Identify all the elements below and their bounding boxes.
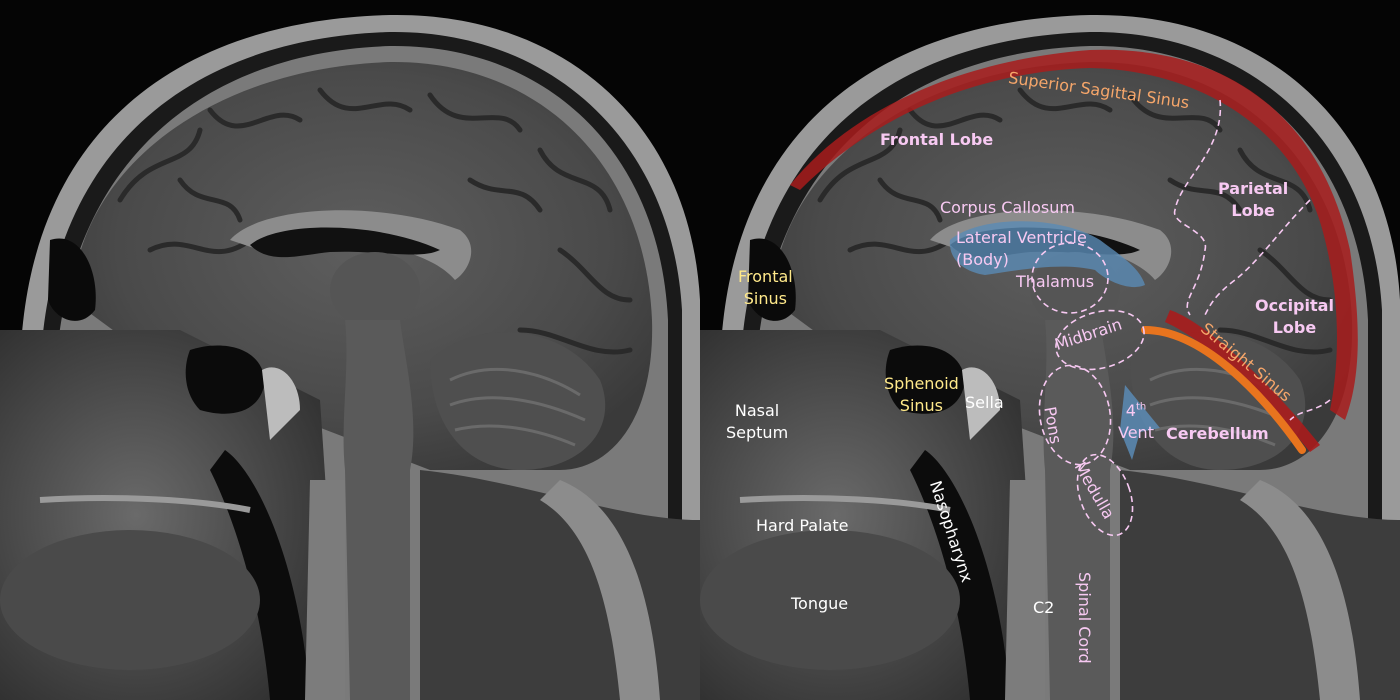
parietal-occipital-boundary — [1174, 99, 1222, 316]
label-parietal-lobe: Parietal Lobe — [1218, 178, 1288, 222]
medulla-outline — [1076, 453, 1134, 537]
occipital-lower-boundary — [1289, 399, 1331, 421]
label-hard-palate: Hard Palate — [756, 516, 849, 535]
straight-sinus-orange — [1141, 326, 1306, 454]
label-sphenoid-line2: Sinus — [899, 396, 944, 415]
label-occipital-line1: Occipital — [1255, 296, 1334, 315]
label-nasal-line2: Septum — [726, 423, 789, 442]
pons-outline — [1038, 364, 1112, 466]
label-lateral-ventricle-line2: (Body) — [956, 250, 1009, 269]
label-fourth-vent-number: 4th — [1125, 401, 1147, 420]
label-parietal-line1: Parietal — [1218, 179, 1289, 198]
label-frontal-lobe: Frontal Lobe — [880, 130, 994, 149]
label-nasal-septum: Nasal Septum — [726, 400, 788, 444]
label-frontal-sinus-line1: Frontal — [738, 267, 793, 286]
label-fourth-vent-word: Vent — [1118, 423, 1154, 442]
label-sphenoid-sinus: Sphenoid Sinus — [884, 373, 959, 417]
label-tongue: Tongue — [791, 594, 849, 613]
label-sella: Sella — [965, 393, 1004, 412]
label-frontal-sinus: Frontal Sinus — [738, 266, 793, 310]
label-frontal-sinus-line2: Sinus — [743, 289, 787, 308]
label-occipital-line2: Lobe — [1272, 318, 1317, 337]
midbrain-outline — [1055, 309, 1145, 371]
label-lateral-ventricle-line1: Lateral Ventricle — [956, 228, 1087, 247]
label-lateral-ventricle: Lateral Ventricle (Body) — [956, 227, 1087, 271]
mri-labeled-panel: Superior Sagittal Sinus Frontal Lobe Par… — [700, 0, 1400, 700]
mri-image-unlabeled — [0, 0, 700, 700]
label-occipital-lobe: Occipital Lobe — [1255, 295, 1334, 339]
label-c2: C2 — [1033, 598, 1055, 617]
label-sphenoid-line1: Sphenoid — [884, 374, 959, 393]
label-fourth-ventricle: 4th Vent — [1118, 400, 1154, 444]
thalamus-outline — [1031, 242, 1109, 314]
label-thalamus: Thalamus — [1016, 272, 1095, 291]
fourth-ventricle-shape — [1120, 385, 1160, 460]
label-parietal-line2: Lobe — [1231, 201, 1275, 220]
label-cerebellum: Cerebellum — [1166, 424, 1269, 443]
label-nasal-line1: Nasal — [734, 401, 780, 420]
mri-image-labeled — [700, 0, 1400, 700]
label-spinal-cord: Spinal Cord — [1075, 572, 1094, 664]
mri-unlabeled-panel — [0, 0, 700, 700]
label-corpus-callosum: Corpus Callosum — [940, 198, 1075, 217]
parietal-occipital-boundary-2 — [1204, 199, 1311, 316]
lateral-ventricle-shape — [949, 221, 1145, 288]
